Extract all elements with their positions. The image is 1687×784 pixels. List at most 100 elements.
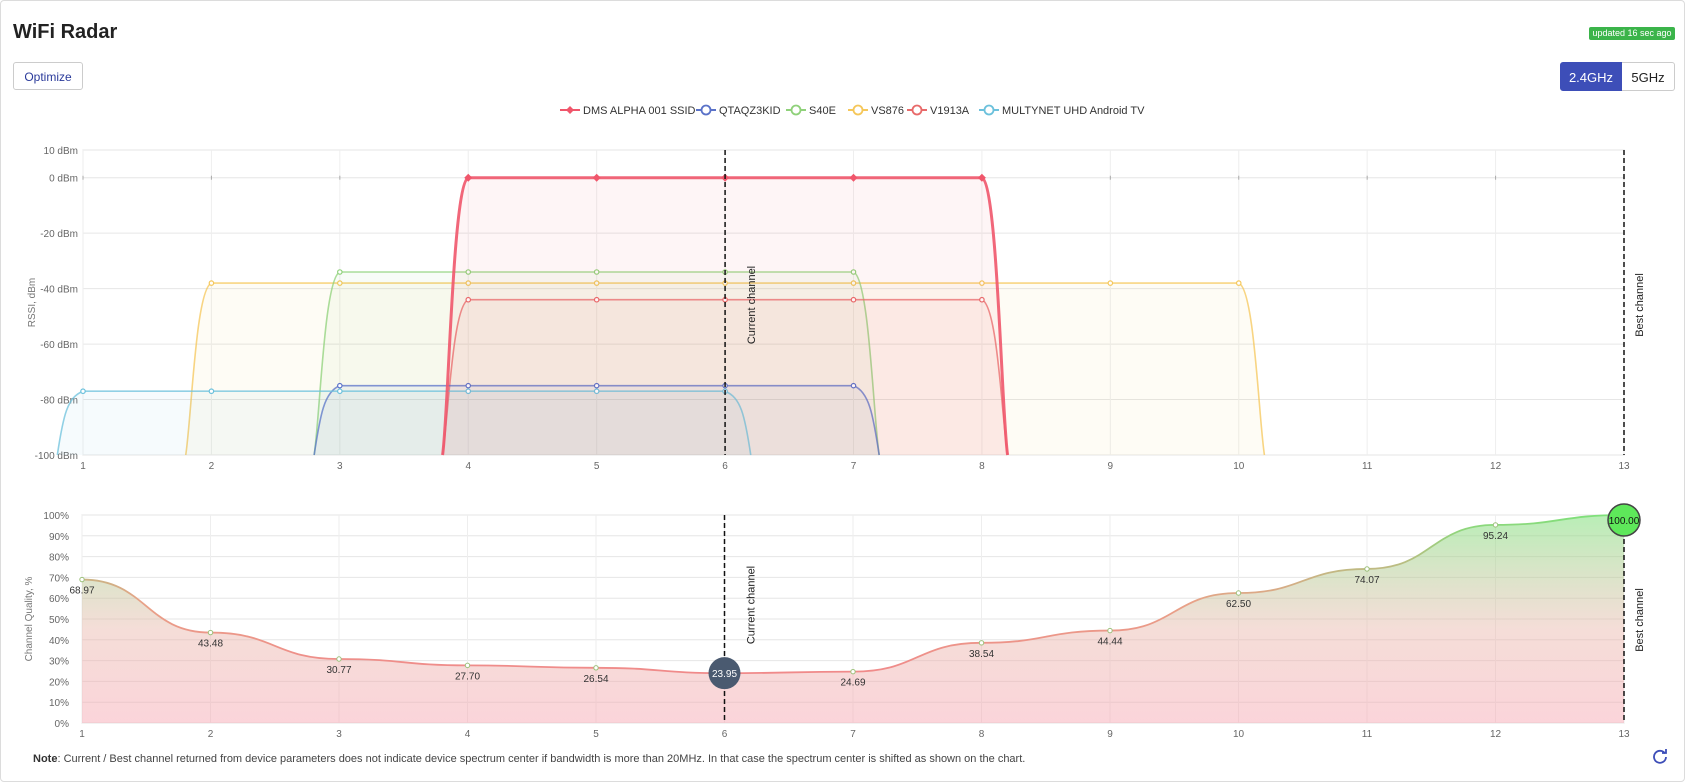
x-tick-label: 10 <box>1233 729 1245 740</box>
data-point <box>207 629 214 636</box>
data-point <box>465 388 472 395</box>
quality-area <box>82 515 1624 723</box>
data-point <box>850 296 857 303</box>
data-label: 74.07 <box>1354 575 1379 586</box>
data-point <box>208 388 215 395</box>
data-label: 68.97 <box>69 586 94 597</box>
y-tick-label: -80 dBm <box>40 396 78 407</box>
data-label: 30.77 <box>326 665 351 676</box>
data-point <box>593 280 600 286</box>
data-label: 44.44 <box>1097 637 1122 648</box>
x-tick-label: 1 <box>80 461 86 472</box>
y-tick-label: 40% <box>49 636 69 647</box>
y-tick-label: 60% <box>49 594 69 605</box>
data-label: 24.69 <box>840 678 865 689</box>
y-axis-title: RSSI, dBm <box>27 278 38 327</box>
y-tick-label: -40 dBm <box>40 285 78 296</box>
best-channel-label: Best channel <box>1634 273 1646 337</box>
data-point <box>465 382 472 389</box>
x-tick-label: 6 <box>722 461 728 472</box>
data-point <box>1492 522 1499 528</box>
legend-circle-marker <box>700 104 712 116</box>
current-channel-marker <box>708 657 741 690</box>
optimize-button[interactable]: Optimize <box>13 62 83 90</box>
y-tick-label: 10 dBm <box>44 146 78 157</box>
data-point <box>592 173 601 182</box>
data-point <box>593 388 600 395</box>
x-tick-label: 3 <box>336 729 342 740</box>
band-2-4ghz-button[interactable]: 2.4GHz <box>1560 62 1622 91</box>
x-tick-label: 2 <box>209 461 215 472</box>
data-point <box>850 668 856 675</box>
data-point <box>337 382 343 389</box>
data-point <box>593 665 599 671</box>
y-tick-label: 80% <box>49 553 69 564</box>
data-point <box>464 173 473 182</box>
y-tick-label: 50% <box>49 615 69 626</box>
x-tick-label: 2 <box>208 729 214 740</box>
legend-item: VS876 <box>848 104 904 117</box>
data-point <box>979 280 985 286</box>
data-point <box>977 173 986 182</box>
data-point <box>978 640 985 646</box>
legend-label: VS876 <box>871 105 904 117</box>
chart-legend: DMS ALPHA 001 SSID QTAQZ3KID S40E VS876 V191… <box>560 104 1145 117</box>
y-axis-title: Channel Quality, % <box>24 576 35 661</box>
best-channel-marker <box>1607 503 1641 537</box>
note-text: Note: Current / Best channel returned fr… <box>33 753 1025 765</box>
data-label: 95.24 <box>1483 531 1508 542</box>
x-tick-label: 10 <box>1233 461 1245 472</box>
best-channel-label: Best channel <box>1634 588 1646 652</box>
data-point <box>593 269 600 275</box>
legend-label: V1913A <box>930 105 970 117</box>
x-tick-label: 7 <box>850 729 856 740</box>
data-point <box>464 662 471 669</box>
band-5ghz-button[interactable]: 5GHz <box>1622 62 1675 91</box>
data-point <box>465 269 472 275</box>
data-point <box>465 280 472 286</box>
data-point <box>593 296 600 303</box>
legend-item: QTAQZ3KID <box>696 104 781 117</box>
legend-item: MULTYNET UHD Android TV <box>979 104 1145 117</box>
data-point <box>850 269 857 275</box>
data-point <box>1107 627 1113 634</box>
data-point <box>1235 280 1242 286</box>
x-tick-label: 11 <box>1362 461 1373 472</box>
refresh-icon[interactable] <box>1651 748 1669 766</box>
data-label: 26.54 <box>583 674 608 685</box>
data-point <box>1364 566 1370 572</box>
y-tick-label: -100 dBm <box>35 451 78 462</box>
data-label: 100.00 <box>1609 516 1640 527</box>
y-tick-label: 20% <box>49 677 69 688</box>
legend-label: DMS ALPHA 001 SSID <box>583 105 696 117</box>
x-tick-label: 8 <box>979 729 985 740</box>
data-point <box>79 576 85 583</box>
data-point <box>80 388 86 395</box>
current-channel-label: Current channel <box>746 566 758 644</box>
data-point <box>336 656 342 662</box>
x-tick-label: 9 <box>1108 461 1114 472</box>
data-point <box>850 280 857 286</box>
data-point <box>850 382 857 389</box>
x-tick-label: 12 <box>1490 729 1502 740</box>
data-point <box>593 382 600 389</box>
x-tick-label: 8 <box>979 461 985 472</box>
y-tick-label: 90% <box>49 532 69 543</box>
data-label: 43.48 <box>198 639 223 650</box>
data-label: 27.70 <box>455 671 480 682</box>
note-body: : Current / Best channel returned from d… <box>57 753 1026 765</box>
y-tick-label: 30% <box>49 657 69 668</box>
x-tick-label: 6 <box>722 729 728 740</box>
legend-diamond-marker <box>566 106 574 114</box>
legend-circle-marker <box>852 104 864 116</box>
data-point <box>337 388 343 395</box>
data-point <box>849 173 858 182</box>
x-tick-label: 5 <box>593 729 599 740</box>
x-tick-label: 11 <box>1362 729 1373 740</box>
x-tick-label: 5 <box>594 461 600 472</box>
legend-item: S40E <box>786 104 836 117</box>
x-tick-label: 1 <box>79 729 85 740</box>
data-point <box>337 280 343 286</box>
series-s40e <box>313 269 880 456</box>
